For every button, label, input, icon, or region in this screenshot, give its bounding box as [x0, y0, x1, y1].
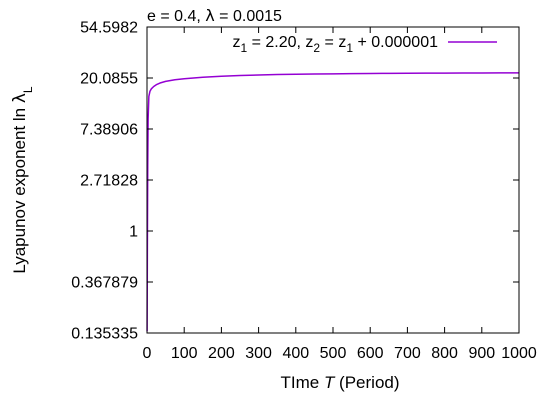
x-tick-label: 500	[320, 345, 347, 362]
x-tick-label: 200	[208, 345, 235, 362]
ticks-layer: 0 100 200 300 400 500 600 700 800 900 1000 0.135335…	[71, 20, 537, 363]
x-tick-label: 900	[468, 345, 495, 362]
y-tick-label: 0.135335	[71, 326, 138, 343]
x-tick-label: 0	[143, 345, 152, 362]
y-axis-title: Lyapunov exponent ln λL	[10, 86, 35, 274]
y-tick-label: 2.71828	[80, 173, 138, 190]
legend: z1​ = 2.20, z2​ = z1​ + 0.000001	[232, 34, 497, 55]
y-tick-label: 20.0855	[80, 71, 138, 88]
legend-label-part: z	[232, 34, 240, 51]
x-tick-label: 700	[394, 345, 421, 362]
annotation-suffix: = 0.0015	[215, 8, 282, 25]
x-tick-label: 400	[282, 345, 309, 362]
annotation-prefix: e = 0.4,	[147, 8, 205, 25]
series-line-0	[146, 72, 520, 332]
chart-annotation: e = 0.4, λ = 0.0015	[147, 6, 282, 25]
y-axis-title-subscript: L	[21, 86, 35, 93]
legend-label-subscript: 1	[240, 41, 247, 55]
x-tick-label: 1000	[501, 345, 537, 362]
x-tick-label: 300	[245, 345, 272, 362]
x-axis-title: TIme T (Period)	[280, 373, 399, 392]
y-axis-title-prefix: Lyapunov exponent ln	[10, 103, 29, 273]
legend-label-subscript: 1	[346, 41, 353, 55]
y-tick-label: 1	[129, 223, 138, 240]
legend-label-part: = 2.20, z	[247, 34, 313, 51]
y-axis-title-symbol: λ	[10, 93, 30, 103]
x-axis-title-suffix: (Period)	[334, 373, 399, 392]
y-tick-label: 7.38906	[80, 121, 138, 138]
legend-label-part: + 0.000001	[353, 34, 438, 51]
y-tick-label: 0.367879	[71, 274, 138, 291]
x-tick-label: 100	[171, 345, 198, 362]
x-axis-title-italic: T	[324, 373, 336, 392]
x-axis-title-prefix: TIme	[280, 373, 323, 392]
legend-label: z1​ = 2.20, z2​ = z1​ + 0.000001	[232, 34, 438, 55]
plot-layer	[146, 72, 520, 332]
x-tick-label: 600	[357, 345, 384, 362]
y-tick-label: 54.5982	[80, 20, 138, 37]
annotation-symbol: λ	[205, 6, 214, 25]
legend-label-part: = z	[320, 34, 346, 51]
legend-label-subscript: 2	[313, 41, 320, 55]
x-tick-label: 800	[431, 345, 458, 362]
